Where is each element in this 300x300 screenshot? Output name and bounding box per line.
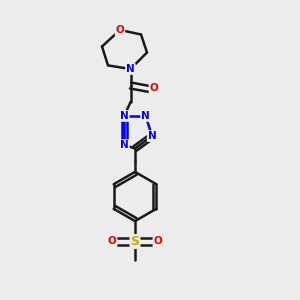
Text: O: O bbox=[108, 236, 117, 247]
Text: O: O bbox=[116, 25, 124, 35]
Text: N: N bbox=[120, 140, 129, 150]
Text: N: N bbox=[141, 111, 150, 121]
Text: O: O bbox=[153, 236, 162, 247]
Text: N: N bbox=[120, 111, 129, 121]
Text: N: N bbox=[126, 64, 135, 74]
Text: O: O bbox=[149, 83, 158, 93]
Text: S: S bbox=[130, 235, 140, 248]
Text: N: N bbox=[148, 131, 157, 141]
